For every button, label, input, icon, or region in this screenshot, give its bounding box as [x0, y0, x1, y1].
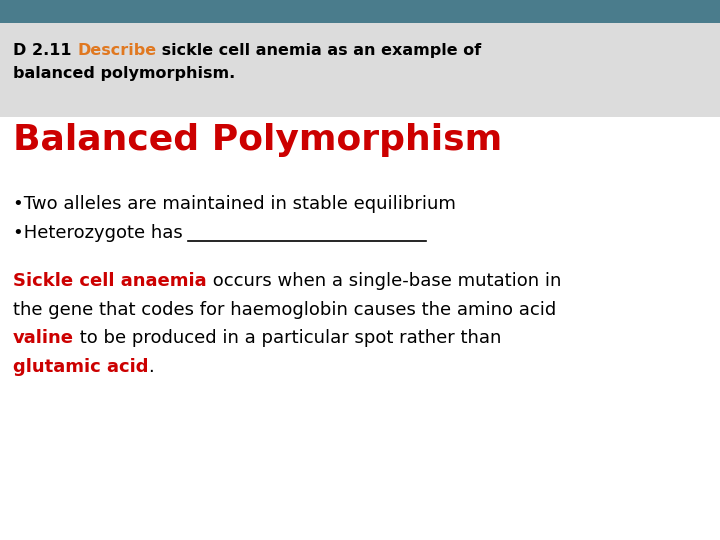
Text: Sickle cell anaemia: Sickle cell anaemia	[13, 272, 207, 290]
Text: the gene that codes for haemoglobin causes the amino acid: the gene that codes for haemoglobin caus…	[13, 301, 557, 319]
Text: D 2.11: D 2.11	[13, 43, 77, 58]
Text: •Heterozygote has: •Heterozygote has	[13, 224, 189, 241]
Text: glutamic acid: glutamic acid	[13, 358, 148, 376]
Text: balanced polymorphism.: balanced polymorphism.	[13, 66, 235, 82]
Text: valine: valine	[13, 329, 74, 347]
Text: Balanced Polymorphism: Balanced Polymorphism	[13, 123, 503, 157]
Text: to be produced in a particular spot rather than: to be produced in a particular spot rath…	[74, 329, 501, 347]
Text: .: .	[148, 358, 154, 376]
Text: Describe: Describe	[77, 43, 156, 58]
Text: •Two alleles are maintained in stable equilibrium: •Two alleles are maintained in stable eq…	[13, 195, 456, 213]
Text: occurs when a single-base mutation in: occurs when a single-base mutation in	[207, 272, 561, 290]
Text: sickle cell anemia as an example of: sickle cell anemia as an example of	[156, 43, 482, 58]
